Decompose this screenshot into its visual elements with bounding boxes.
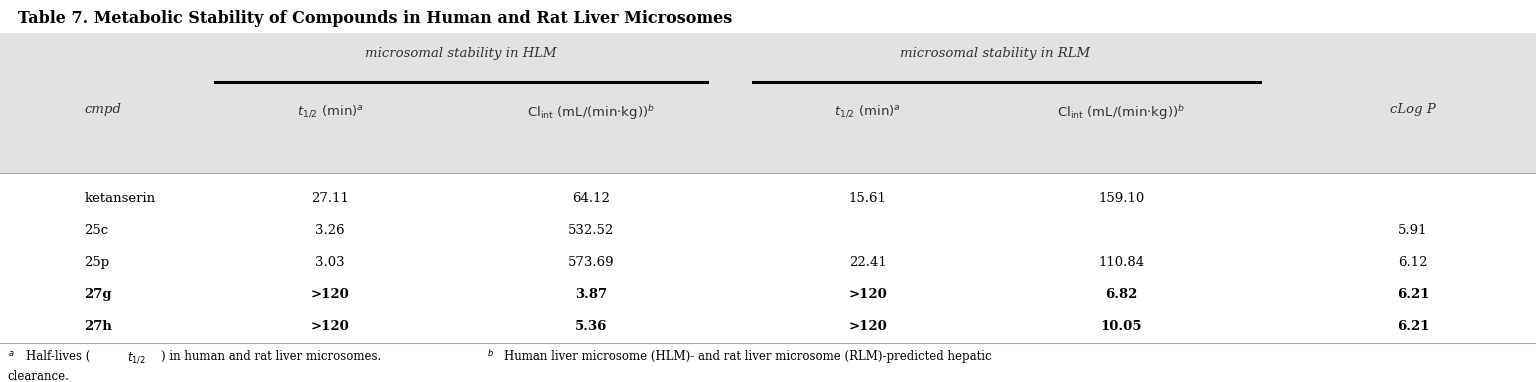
Text: $t_{1/2}$ $(\mathrm{min})^a$: $t_{1/2}$ $(\mathrm{min})^a$ [834, 103, 902, 119]
Text: 27h: 27h [84, 320, 112, 333]
Text: clearance.: clearance. [8, 370, 69, 382]
Text: 6.82: 6.82 [1104, 288, 1138, 301]
Text: 22.41: 22.41 [849, 256, 886, 269]
Text: $^b$: $^b$ [487, 350, 495, 363]
Text: cLog P: cLog P [1390, 103, 1436, 116]
Text: >120: >120 [310, 288, 350, 301]
Text: 6.12: 6.12 [1398, 256, 1428, 269]
Text: 3.03: 3.03 [315, 256, 346, 269]
Text: 532.52: 532.52 [568, 224, 614, 237]
Text: 3.87: 3.87 [576, 288, 607, 301]
Text: 6.21: 6.21 [1396, 288, 1430, 301]
Text: microsomal stability in RLM: microsomal stability in RLM [900, 47, 1091, 60]
Text: $t_{1/2}$ $(\mathrm{min})^a$: $t_{1/2}$ $(\mathrm{min})^a$ [296, 103, 364, 119]
Text: Half-lives (: Half-lives ( [26, 350, 91, 363]
Text: >120: >120 [848, 288, 888, 301]
Text: ketanserin: ketanserin [84, 192, 155, 205]
Bar [0, 33, 1536, 173]
Text: >120: >120 [310, 320, 350, 333]
Text: 3.26: 3.26 [315, 224, 346, 237]
Text: 6.21: 6.21 [1396, 320, 1430, 333]
Text: $\mathrm{Cl_{int}}$ $(\mathrm{mL/(min{\cdot}kg)})^b$: $\mathrm{Cl_{int}}$ $(\mathrm{mL/(min{\c… [527, 103, 656, 122]
Text: 27g: 27g [84, 288, 112, 301]
Text: 5.36: 5.36 [574, 320, 608, 333]
Text: $t_{1/2}$: $t_{1/2}$ [127, 350, 146, 365]
Text: 25p: 25p [84, 256, 109, 269]
Text: $\mathrm{Cl_{int}}$ $(\mathrm{mL/(min{\cdot}kg)})^b$: $\mathrm{Cl_{int}}$ $(\mathrm{mL/(min{\c… [1057, 103, 1186, 122]
Text: >120: >120 [848, 320, 888, 333]
Text: 573.69: 573.69 [568, 256, 614, 269]
Text: 15.61: 15.61 [849, 192, 886, 205]
Text: microsomal stability in HLM: microsomal stability in HLM [366, 47, 556, 60]
Text: 5.91: 5.91 [1398, 224, 1428, 237]
Text: Table 7. Metabolic Stability of Compounds in Human and Rat Liver Microsomes: Table 7. Metabolic Stability of Compound… [18, 10, 733, 27]
Text: cmpd: cmpd [84, 103, 121, 116]
Text: 27.11: 27.11 [312, 192, 349, 205]
Text: 159.10: 159.10 [1098, 192, 1144, 205]
Text: ) in human and rat liver microsomes.: ) in human and rat liver microsomes. [161, 350, 381, 363]
Text: Human liver microsome (HLM)- and rat liver microsome (RLM)-predicted hepatic: Human liver microsome (HLM)- and rat liv… [504, 350, 991, 363]
Text: 10.05: 10.05 [1100, 320, 1143, 333]
Text: 25c: 25c [84, 224, 109, 237]
Text: $^a$: $^a$ [8, 350, 14, 363]
Text: 64.12: 64.12 [573, 192, 610, 205]
Text: 110.84: 110.84 [1098, 256, 1144, 269]
